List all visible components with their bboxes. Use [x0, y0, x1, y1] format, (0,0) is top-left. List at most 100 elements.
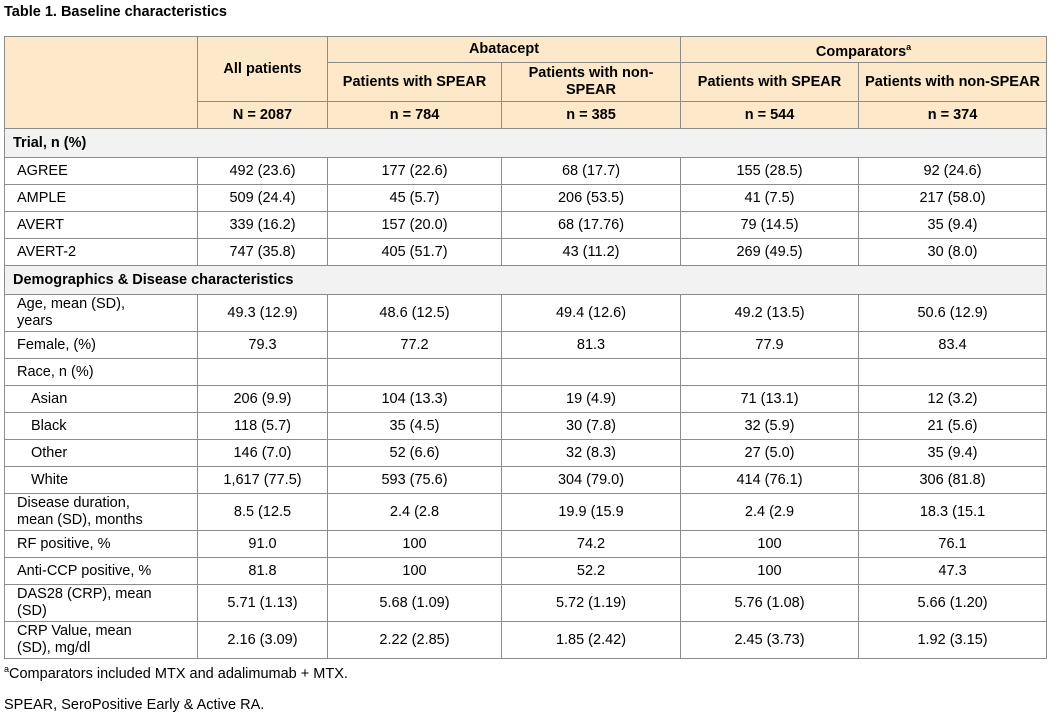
cell: 100	[327, 530, 502, 558]
cell: 2.22 (2.85)	[327, 621, 502, 659]
cell: 77.9	[680, 331, 860, 359]
cell: 50.6 (12.9)	[858, 294, 1048, 332]
cell: 30 (7.8)	[500, 412, 682, 440]
cell: 269 (49.5)	[680, 238, 860, 266]
table-row: Age, mean (SD), years 49.3 (12.9) 48.6 (12…	[4, 294, 1048, 332]
count-header: n = 784	[327, 101, 502, 129]
subgroup-header: Patients with non-SPEAR	[858, 62, 1048, 102]
cell: 47.3	[858, 557, 1048, 585]
cell: 1.92 (3.15)	[858, 621, 1048, 659]
cell: 206 (53.5)	[500, 184, 682, 212]
cell: 71 (13.1)	[680, 385, 860, 413]
cell: 100	[680, 557, 860, 585]
table-row: Anti-CCP positive, % 81.8 100 52.2 100 47.3	[4, 557, 1048, 585]
row-label: AVERT-2	[4, 238, 198, 266]
cell: 177 (22.6)	[327, 157, 502, 185]
cell: 414 (76.1)	[680, 466, 860, 494]
cell: 2.4 (2.9	[680, 493, 860, 531]
row-label: AMPLE	[4, 184, 198, 212]
cell: 52 (6.6)	[327, 439, 502, 467]
subgroup-header: Patients with non-SPEAR	[500, 62, 682, 102]
empty-cell	[197, 358, 328, 386]
section-row: Demographics & Disease characteristics	[3, 265, 1048, 295]
cell: 45 (5.7)	[327, 184, 502, 212]
table-row: AMPLE 509 (24.4) 45 (5.7) 206 (53.5) 41 (7.5…	[4, 184, 1048, 212]
cell: 5.68 (1.09)	[327, 584, 502, 622]
cell: 30 (8.0)	[858, 238, 1048, 266]
cell: 49.2 (13.5)	[680, 294, 860, 332]
cell: 157 (20.0)	[327, 211, 502, 239]
empty-cell	[858, 358, 1048, 386]
empty-cell	[680, 358, 860, 386]
cell: 79 (14.5)	[680, 211, 860, 239]
cell: 593 (75.6)	[327, 466, 502, 494]
cell: 68 (17.76)	[500, 211, 682, 239]
row-label: RF positive, %	[4, 530, 198, 558]
empty-cell	[327, 358, 502, 386]
cell: 2.45 (3.73)	[680, 621, 860, 659]
table-row: RF positive, % 91.0 100 74.2 100 76.1	[4, 530, 1048, 558]
cell: 91.0	[197, 530, 328, 558]
empty-cell	[500, 358, 682, 386]
group-name: Comparators	[815, 43, 907, 60]
cell: 32 (5.9)	[680, 412, 860, 440]
table-row: Race, n (%)	[4, 358, 1048, 386]
row-label: CRP Value, mean (SD), mg/dl	[4, 621, 198, 659]
cell: 81.8	[197, 557, 328, 585]
row-label: Anti-CCP positive, %	[4, 557, 198, 585]
cell: 306 (81.8)	[858, 466, 1048, 494]
cell: 83.4	[858, 331, 1048, 359]
count-header: n = 374	[858, 101, 1048, 129]
cell: 21 (5.6)	[858, 412, 1048, 440]
cell: 35 (9.4)	[858, 439, 1048, 467]
table-row: Black 118 (5.7) 35 (4.5) 30 (7.8) 32 (5.9) 21…	[4, 412, 1048, 440]
cell: 35 (9.4)	[858, 211, 1048, 239]
cell: 77.2	[327, 331, 502, 359]
cell: 2.4 (2.8	[327, 493, 502, 531]
cell: 8.5 (12.5	[197, 493, 328, 531]
cell: 92 (24.6)	[858, 157, 1048, 185]
cell: 405 (51.7)	[327, 238, 502, 266]
table-row: AVERT 339 (16.2) 157 (20.0) 68 (17.76) 79 (1…	[4, 211, 1048, 239]
subgroup-header: Patients with SPEAR	[327, 62, 502, 102]
cell: 118 (5.7)	[197, 412, 328, 440]
cell: 747 (35.8)	[197, 238, 328, 266]
cell: 27 (5.0)	[680, 439, 860, 467]
cell: 104 (13.3)	[327, 385, 502, 413]
cell: 12 (3.2)	[858, 385, 1048, 413]
row-label: AVERT	[4, 211, 198, 239]
baseline-table: All patients Abatacept Comparatorsa Pati…	[3, 36, 1048, 659]
cell: 2.16 (3.09)	[197, 621, 328, 659]
row-label: Other	[4, 439, 198, 467]
table-row: CRP Value, mean (SD), mg/dl 2.16 (3.09) 2.…	[4, 621, 1048, 659]
footnote: SPEAR, SeroPositive Early & Active RA.	[4, 697, 265, 713]
table-row: AVERT-2 747 (35.8) 405 (51.7) 43 (11.2) 269 …	[4, 238, 1048, 266]
row-label: Asian	[4, 385, 198, 413]
cell: 43 (11.2)	[500, 238, 682, 266]
cell: 5.66 (1.20)	[858, 584, 1048, 622]
cell: 5.71 (1.13)	[197, 584, 328, 622]
cell: 74.2	[500, 530, 682, 558]
cell: 19.9 (15.9	[500, 493, 682, 531]
cell: 100	[680, 530, 860, 558]
cell: 155 (28.5)	[680, 157, 860, 185]
group-header: Comparatorsa	[680, 36, 1048, 63]
row-label: Race, n (%)	[4, 358, 198, 386]
count-header: N = 2087	[197, 101, 328, 129]
cell: 217 (58.0)	[858, 184, 1048, 212]
cell: 35 (4.5)	[327, 412, 502, 440]
cell: 5.72 (1.19)	[500, 584, 682, 622]
cell: 146 (7.0)	[197, 439, 328, 467]
cell: 32 (8.3)	[500, 439, 682, 467]
cell: 18.3 (15.1	[858, 493, 1048, 531]
footnote: aComparators included MTX and adalimumab…	[4, 664, 348, 682]
group-header: Abatacept	[326, 36, 682, 63]
section-title: Trial, n (%)	[3, 128, 1048, 158]
cell: 5.76 (1.08)	[680, 584, 860, 622]
cell: 100	[327, 557, 502, 585]
cell: 68 (17.7)	[500, 157, 682, 185]
table-title: Table 1. Baseline characteristics	[4, 4, 227, 20]
cell: 304 (79.0)	[500, 466, 682, 494]
row-label: Black	[4, 412, 198, 440]
cell: 81.3	[500, 331, 682, 359]
